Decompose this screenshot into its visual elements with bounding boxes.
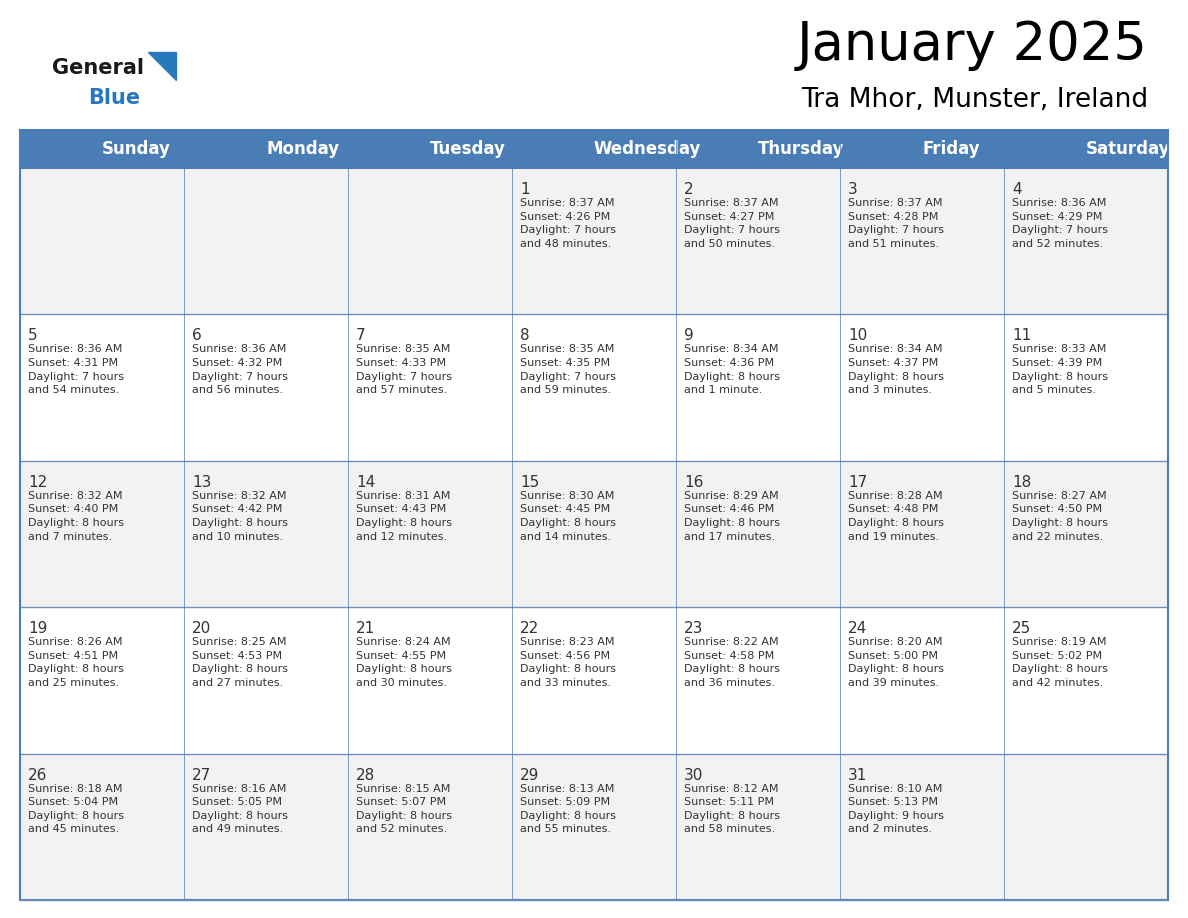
Text: Sunrise: 8:37 AM
Sunset: 4:28 PM
Daylight: 7 hours
and 51 minutes.: Sunrise: 8:37 AM Sunset: 4:28 PM Dayligh…	[848, 198, 944, 249]
Text: 24: 24	[848, 621, 867, 636]
Text: Sunrise: 8:13 AM
Sunset: 5:09 PM
Daylight: 8 hours
and 55 minutes.: Sunrise: 8:13 AM Sunset: 5:09 PM Dayligh…	[520, 784, 617, 834]
Text: Sunrise: 8:35 AM
Sunset: 4:35 PM
Daylight: 7 hours
and 59 minutes.: Sunrise: 8:35 AM Sunset: 4:35 PM Dayligh…	[520, 344, 617, 396]
Text: 25: 25	[1012, 621, 1031, 636]
Text: 11: 11	[1012, 329, 1031, 343]
Text: Sunrise: 8:19 AM
Sunset: 5:02 PM
Daylight: 8 hours
and 42 minutes.: Sunrise: 8:19 AM Sunset: 5:02 PM Dayligh…	[1012, 637, 1108, 688]
Text: 27: 27	[192, 767, 211, 783]
Text: Sunrise: 8:25 AM
Sunset: 4:53 PM
Daylight: 8 hours
and 27 minutes.: Sunrise: 8:25 AM Sunset: 4:53 PM Dayligh…	[192, 637, 287, 688]
Text: 15: 15	[520, 475, 539, 490]
Text: 13: 13	[192, 475, 211, 490]
Text: Monday: Monday	[266, 140, 339, 158]
Text: 22: 22	[520, 621, 539, 636]
Text: Sunrise: 8:34 AM
Sunset: 4:37 PM
Daylight: 8 hours
and 3 minutes.: Sunrise: 8:34 AM Sunset: 4:37 PM Dayligh…	[848, 344, 944, 396]
Bar	[20, 314, 1168, 461]
Text: 17: 17	[848, 475, 867, 490]
Bar	[20, 130, 1168, 168]
Text: Sunrise: 8:22 AM
Sunset: 4:58 PM
Daylight: 8 hours
and 36 minutes.: Sunrise: 8:22 AM Sunset: 4:58 PM Dayligh…	[684, 637, 781, 688]
Text: Friday: Friday	[922, 140, 980, 158]
Text: Sunrise: 8:20 AM
Sunset: 5:00 PM
Daylight: 8 hours
and 39 minutes.: Sunrise: 8:20 AM Sunset: 5:00 PM Dayligh…	[848, 637, 944, 688]
Text: Wednesday: Wednesday	[594, 140, 701, 158]
Text: Sunrise: 8:36 AM
Sunset: 4:31 PM
Daylight: 7 hours
and 54 minutes.: Sunrise: 8:36 AM Sunset: 4:31 PM Dayligh…	[29, 344, 124, 396]
Text: Sunrise: 8:33 AM
Sunset: 4:39 PM
Daylight: 8 hours
and 5 minutes.: Sunrise: 8:33 AM Sunset: 4:39 PM Dayligh…	[1012, 344, 1108, 396]
Text: 3: 3	[848, 182, 858, 197]
Text: 8: 8	[520, 329, 530, 343]
Bar	[20, 754, 1168, 900]
Text: Sunrise: 8:16 AM
Sunset: 5:05 PM
Daylight: 8 hours
and 49 minutes.: Sunrise: 8:16 AM Sunset: 5:05 PM Dayligh…	[192, 784, 287, 834]
Polygon shape	[148, 52, 176, 80]
Text: 26: 26	[29, 767, 48, 783]
Text: Tuesday: Tuesday	[430, 140, 506, 158]
Text: Sunrise: 8:23 AM
Sunset: 4:56 PM
Daylight: 8 hours
and 33 minutes.: Sunrise: 8:23 AM Sunset: 4:56 PM Dayligh…	[520, 637, 617, 688]
Text: Tra Mhor, Munster, Ireland: Tra Mhor, Munster, Ireland	[801, 87, 1148, 113]
Text: Sunrise: 8:36 AM
Sunset: 4:29 PM
Daylight: 7 hours
and 52 minutes.: Sunrise: 8:36 AM Sunset: 4:29 PM Dayligh…	[1012, 198, 1108, 249]
Text: Sunrise: 8:29 AM
Sunset: 4:46 PM
Daylight: 8 hours
and 17 minutes.: Sunrise: 8:29 AM Sunset: 4:46 PM Dayligh…	[684, 491, 781, 542]
Text: Sunrise: 8:37 AM
Sunset: 4:27 PM
Daylight: 7 hours
and 50 minutes.: Sunrise: 8:37 AM Sunset: 4:27 PM Dayligh…	[684, 198, 781, 249]
Text: 2: 2	[684, 182, 694, 197]
Text: Sunrise: 8:12 AM
Sunset: 5:11 PM
Daylight: 8 hours
and 58 minutes.: Sunrise: 8:12 AM Sunset: 5:11 PM Dayligh…	[684, 784, 781, 834]
Text: 4: 4	[1012, 182, 1022, 197]
Text: 9: 9	[684, 329, 694, 343]
Text: Sunrise: 8:31 AM
Sunset: 4:43 PM
Daylight: 8 hours
and 12 minutes.: Sunrise: 8:31 AM Sunset: 4:43 PM Dayligh…	[356, 491, 451, 542]
Text: General: General	[52, 58, 144, 78]
Text: January 2025: January 2025	[797, 19, 1148, 71]
Text: Sunrise: 8:32 AM
Sunset: 4:40 PM
Daylight: 8 hours
and 7 minutes.: Sunrise: 8:32 AM Sunset: 4:40 PM Dayligh…	[29, 491, 124, 542]
Text: Sunday: Sunday	[102, 140, 171, 158]
Text: 19: 19	[29, 621, 48, 636]
Text: Thursday: Thursday	[758, 140, 845, 158]
Text: 5: 5	[29, 329, 38, 343]
Text: Sunrise: 8:26 AM
Sunset: 4:51 PM
Daylight: 8 hours
and 25 minutes.: Sunrise: 8:26 AM Sunset: 4:51 PM Dayligh…	[29, 637, 124, 688]
Text: Sunrise: 8:10 AM
Sunset: 5:13 PM
Daylight: 9 hours
and 2 minutes.: Sunrise: 8:10 AM Sunset: 5:13 PM Dayligh…	[848, 784, 944, 834]
Text: 6: 6	[192, 329, 202, 343]
Text: Sunrise: 8:24 AM
Sunset: 4:55 PM
Daylight: 8 hours
and 30 minutes.: Sunrise: 8:24 AM Sunset: 4:55 PM Dayligh…	[356, 637, 451, 688]
Text: Sunrise: 8:36 AM
Sunset: 4:32 PM
Daylight: 7 hours
and 56 minutes.: Sunrise: 8:36 AM Sunset: 4:32 PM Dayligh…	[192, 344, 287, 396]
Text: 21: 21	[356, 621, 375, 636]
Text: 7: 7	[356, 329, 366, 343]
Text: 1: 1	[520, 182, 530, 197]
Text: 30: 30	[684, 767, 703, 783]
Text: Blue: Blue	[88, 88, 140, 108]
Text: Sunrise: 8:28 AM
Sunset: 4:48 PM
Daylight: 8 hours
and 19 minutes.: Sunrise: 8:28 AM Sunset: 4:48 PM Dayligh…	[848, 491, 944, 542]
Text: 29: 29	[520, 767, 539, 783]
Text: Sunrise: 8:32 AM
Sunset: 4:42 PM
Daylight: 8 hours
and 10 minutes.: Sunrise: 8:32 AM Sunset: 4:42 PM Dayligh…	[192, 491, 287, 542]
Text: Sunrise: 8:30 AM
Sunset: 4:45 PM
Daylight: 8 hours
and 14 minutes.: Sunrise: 8:30 AM Sunset: 4:45 PM Dayligh…	[520, 491, 617, 542]
Text: 12: 12	[29, 475, 48, 490]
Text: Sunrise: 8:34 AM
Sunset: 4:36 PM
Daylight: 8 hours
and 1 minute.: Sunrise: 8:34 AM Sunset: 4:36 PM Dayligh…	[684, 344, 781, 396]
Text: 28: 28	[356, 767, 375, 783]
Text: 20: 20	[192, 621, 211, 636]
Bar	[20, 168, 1168, 314]
Bar	[20, 461, 1168, 607]
Text: 31: 31	[848, 767, 867, 783]
Text: Sunrise: 8:18 AM
Sunset: 5:04 PM
Daylight: 8 hours
and 45 minutes.: Sunrise: 8:18 AM Sunset: 5:04 PM Dayligh…	[29, 784, 124, 834]
Text: Sunrise: 8:15 AM
Sunset: 5:07 PM
Daylight: 8 hours
and 52 minutes.: Sunrise: 8:15 AM Sunset: 5:07 PM Dayligh…	[356, 784, 451, 834]
Text: 10: 10	[848, 329, 867, 343]
Text: 16: 16	[684, 475, 703, 490]
Text: Sunrise: 8:35 AM
Sunset: 4:33 PM
Daylight: 7 hours
and 57 minutes.: Sunrise: 8:35 AM Sunset: 4:33 PM Dayligh…	[356, 344, 451, 396]
Text: Sunrise: 8:27 AM
Sunset: 4:50 PM
Daylight: 8 hours
and 22 minutes.: Sunrise: 8:27 AM Sunset: 4:50 PM Dayligh…	[1012, 491, 1108, 542]
Bar	[20, 607, 1168, 754]
Text: 18: 18	[1012, 475, 1031, 490]
Text: Sunrise: 8:37 AM
Sunset: 4:26 PM
Daylight: 7 hours
and 48 minutes.: Sunrise: 8:37 AM Sunset: 4:26 PM Dayligh…	[520, 198, 617, 249]
Text: 23: 23	[684, 621, 703, 636]
Text: 14: 14	[356, 475, 375, 490]
Text: Saturday: Saturday	[1086, 140, 1170, 158]
